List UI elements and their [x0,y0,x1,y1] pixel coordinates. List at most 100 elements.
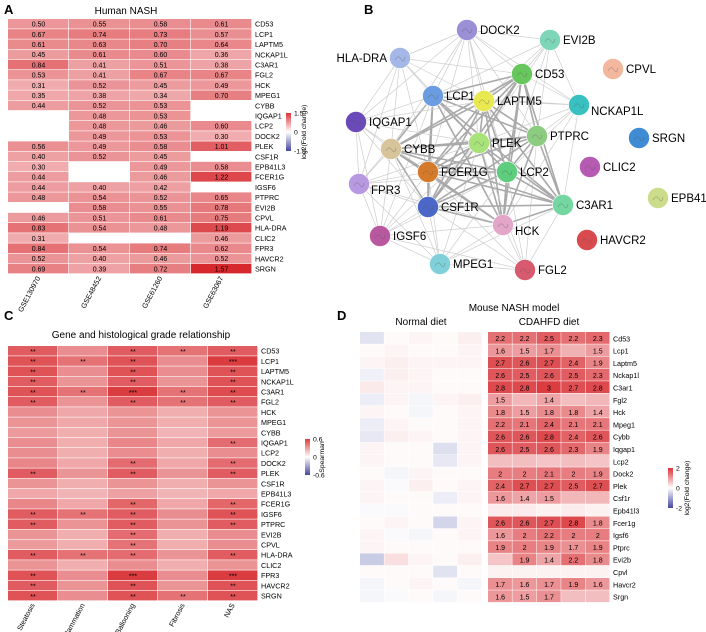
panel-a-cell [8,253,69,264]
panel-c-row-label: C3AR1 [261,388,284,397]
panel-c-cell [58,468,108,478]
panel-a-cell-value: 0.41 [93,73,107,80]
panel-c-significance: ** [230,522,236,529]
panel-d-normal-cell [360,491,384,504]
panel-a-cell-value: 0.46 [32,215,46,222]
panel-d-normal-cell [384,442,409,455]
panel-d-cdahfd-cell [585,553,610,566]
panel-d-normal-cell [384,393,409,406]
panel-a-cell [8,202,69,213]
panel-a-cell [8,19,69,29]
panel-b-node-label: LCP1 [446,91,475,103]
panel-b-node-structure [350,120,362,126]
panel-a-row-label: IGSF6 [255,183,276,192]
panel-d-cell-value: 1.7 [544,348,554,355]
panel-b-edge [390,148,508,173]
panel-d-cdahfd-cell [536,590,561,603]
panel-d-cell-value: 2 [498,471,502,478]
panel-b-node-structure [427,94,439,100]
panel-d-row-label: Igsf6 [613,531,629,540]
panel-c-significance: ** [80,359,86,366]
panel-c-significance: ** [230,349,236,356]
panel-b-edge [432,39,551,97]
panel-d-cell-value: 1.5 [593,348,603,355]
panel-b-node-label: LAPTM5 [497,96,542,108]
panel-a-row-label: CLIC2 [255,234,275,243]
panel-d-cell-value: 1.9 [593,545,603,552]
panel-d-normal-cell [433,565,458,578]
panel-d-cell-value: 2.7 [495,361,505,368]
panel-c-cell [8,580,58,591]
panel-d-cdahfd-cell [585,491,610,504]
panel-d-cdahfd-cell [512,578,537,590]
panel-a-cell-value: 0.53 [154,113,168,120]
panel-c-cell [108,519,158,529]
panel-d-normal-cell [360,368,384,381]
panel-b-edge [355,121,429,208]
panel-b-edge [390,148,429,208]
panel-c-cell [158,458,208,468]
panel-a-cell [69,19,130,29]
panel-c-cell [58,488,108,499]
panel-d-normal-cell [457,516,482,529]
panel-c-row-label: FPR3 [261,571,279,580]
panel-a-cell-value: 0.54 [93,226,107,233]
panel-d-cell-value: 2.7 [544,361,554,368]
panel-c-significance: ** [30,553,36,560]
panel-d-cell-value: 2.8 [495,385,505,392]
panel-b-node-label: CPVL [626,64,657,76]
panel-b-edge [427,100,485,173]
panel-d-normal-cell [457,405,482,418]
panel-d-cell-value: 1.9 [495,545,505,552]
panel-b-edge [427,100,485,208]
panel-c-cell [158,407,208,417]
panel-a-cell [130,49,191,60]
panel-b-edge [524,135,538,271]
panel-a-cell [8,233,69,243]
panel-a-cell [191,263,252,274]
panel-c-cell [158,417,208,427]
panel-c-row-label: LCP1 [261,357,279,366]
panel-a-row-label: HLA-DRA [255,224,287,233]
panel-b-edge [427,171,564,206]
panel-a-cell [130,100,191,111]
panel-c-cell [8,366,58,376]
panel-d-cdahfd-cell [536,541,561,553]
panel-a-cell-value: 0.75 [215,215,229,222]
panel-d-normal-cell [457,381,482,393]
panel-b-edge [478,142,564,206]
panel-d-cdahfd-cell [512,516,537,529]
panel-d-cdahfd-cell [488,455,512,467]
panel-a-cell-value: 0.51 [93,215,107,222]
panel-d-normal-cell [433,491,458,504]
panel-d-cdahfd-cell [585,332,610,344]
panel-c-cell [8,397,58,407]
panel-c-colorbar-label: Spearman [319,441,326,473]
panel-a-cell [69,192,130,202]
panel-a-colorbar [286,113,291,151]
panel-c-cell [208,437,258,448]
panel-c-cell [58,427,108,438]
panel-a-cell-value: 0.64 [215,42,229,49]
panel-b-node-structure [422,170,434,176]
panel-d-cell-value: 1.9 [593,471,603,478]
panel-d-cdahfd-cell [512,356,537,369]
panel-d-normal-cell [457,504,482,516]
panel-d-cdahfd-cell [488,553,512,566]
panel-a-cell [69,212,130,223]
panel-d-normal-cell [360,332,384,344]
panel-d-cell-value: 2.5 [520,447,530,454]
panel-c-cell [158,478,208,489]
panel-c-colorbar-tick: 0 [313,455,317,462]
panel-a-cell [8,161,69,172]
panel-d-cdahfd-cell [536,344,561,357]
panel-b-edge [390,148,441,265]
panel-d-cdahfd-cell [561,405,586,418]
panel-d-normal-cell [433,455,458,467]
panel-d-cell-value: 1.4 [544,558,554,565]
panel-b-node-label: PLEK [492,138,522,150]
panel-d-normal-cell [433,442,458,455]
panel-c-cell [208,448,258,458]
panel-c-cell [158,590,208,601]
